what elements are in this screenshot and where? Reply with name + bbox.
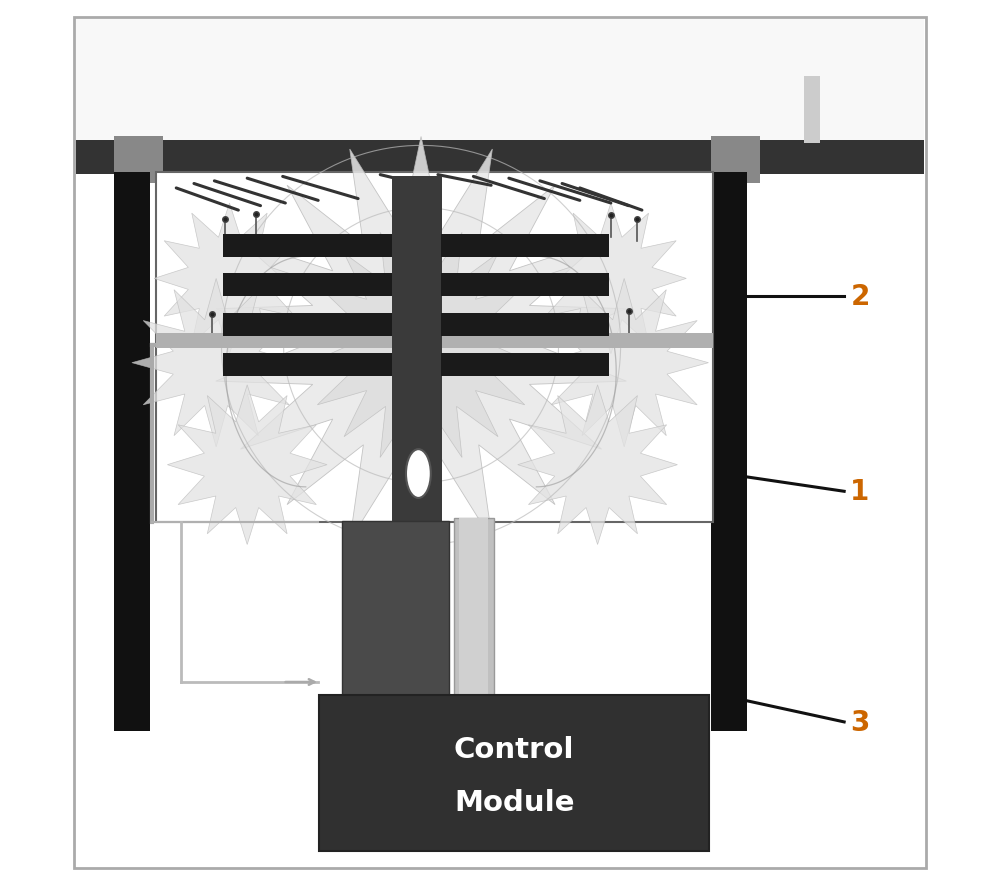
Bar (711, 137, 760, 183)
Text: 3: 3 (850, 708, 870, 736)
Bar (156, 334, 713, 348)
Polygon shape (535, 204, 686, 354)
Bar (441, 314, 609, 337)
Bar (441, 354, 609, 377)
Bar (441, 235, 609, 258)
Bar (223, 274, 392, 297)
Bar (319, 696, 709, 851)
Ellipse shape (406, 449, 431, 498)
Text: Module: Module (454, 788, 574, 816)
Polygon shape (303, 226, 539, 465)
Text: 1: 1 (850, 478, 870, 506)
Polygon shape (132, 279, 300, 447)
Bar (223, 354, 392, 377)
Bar (76, 19, 924, 144)
Bar (711, 173, 747, 731)
Polygon shape (154, 204, 305, 354)
Bar (804, 77, 820, 144)
Bar (114, 173, 150, 731)
Bar (392, 177, 442, 523)
Polygon shape (167, 385, 327, 545)
Bar (114, 137, 163, 183)
Bar (223, 235, 392, 258)
Bar (454, 518, 494, 731)
Bar (76, 141, 924, 175)
Bar (342, 522, 449, 731)
Bar (459, 518, 488, 731)
Polygon shape (216, 137, 626, 554)
Bar (156, 173, 713, 523)
Polygon shape (540, 279, 708, 447)
Polygon shape (518, 385, 677, 545)
Bar (441, 274, 609, 297)
Text: 2: 2 (850, 283, 870, 311)
Text: Control: Control (454, 734, 574, 763)
Bar (223, 314, 392, 337)
